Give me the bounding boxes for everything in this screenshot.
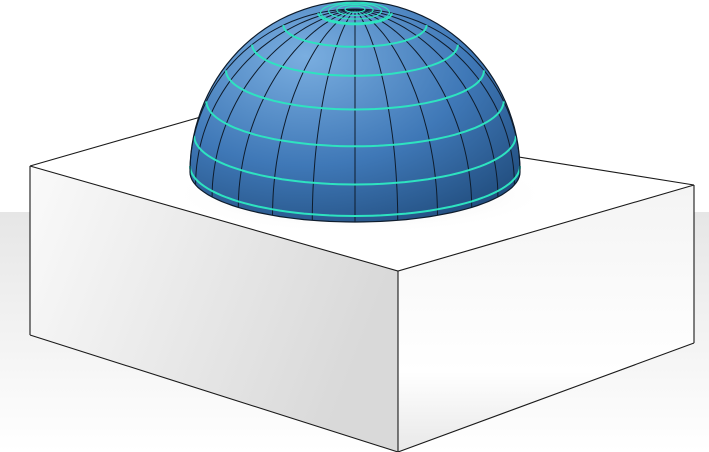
hemisphere[interactable] [189, 0, 521, 223]
parallel-lines [189, 1, 521, 218]
parallel-line [282, 25, 428, 48]
polar-ring-line [336, 3, 374, 17]
meridian-line [211, 8, 356, 198]
meridian-line [354, 8, 399, 221]
polar-ring-line [328, 2, 382, 20]
meridian-line [354, 8, 515, 185]
meridian-line [195, 8, 356, 185]
hemisphere-outline [189, 0, 521, 223]
parallel-line [205, 101, 505, 148]
parallel-line [225, 70, 485, 111]
base-rim-line [189, 165, 521, 218]
box-left-face[interactable] [30, 166, 398, 452]
box-right-face[interactable] [398, 185, 694, 452]
parallel-line [317, 13, 393, 26]
parallel-line [193, 135, 517, 186]
parallel-line [251, 44, 459, 77]
meridian-line [237, 8, 356, 208]
meridian-line [354, 8, 438, 216]
meridian-line [354, 8, 473, 208]
meridian-line [272, 8, 356, 216]
meridian-line [311, 8, 356, 221]
polar-ring-line [344, 5, 366, 13]
meridian-line [354, 8, 499, 198]
polar-ring-line [319, 1, 391, 24]
